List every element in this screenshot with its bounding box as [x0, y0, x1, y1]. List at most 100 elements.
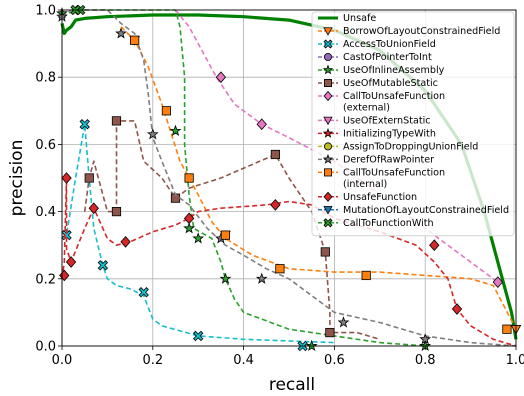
data-point-marker — [193, 330, 204, 342]
data-point-marker — [270, 199, 281, 211]
legend-item: CallToFunctionWith — [318, 218, 434, 229]
series-line — [120, 26, 517, 330]
data-point-marker — [120, 235, 131, 248]
series-11 — [130, 35, 512, 334]
data-point-marker — [323, 191, 333, 202]
data-point-marker — [161, 106, 172, 116]
y-tick-label: 0.2 — [35, 272, 56, 287]
data-point-marker — [183, 222, 196, 234]
data-point-marker — [270, 149, 280, 160]
data-point-marker — [138, 287, 149, 298]
data-point-marker — [322, 127, 334, 138]
data-point-marker — [323, 53, 332, 62]
y-axis-title: precision — [7, 140, 27, 217]
axes: 0.0 0.2 0.4 0.6 0.8 1.0 0.0 0.2 0.4 0.6 0.8 1.0 — [35, 4, 524, 369]
series-5 — [83, 116, 381, 341]
data-point-marker — [275, 264, 285, 274]
legend-label: AccessToUnionField — [343, 39, 436, 50]
data-point-marker — [115, 27, 127, 39]
legend-label: MutationOfLayoutConstrainedField — [343, 205, 509, 216]
legend-label: Unsafe — [343, 13, 376, 24]
data-point-marker — [146, 128, 159, 140]
x-tick-label: 0.0 — [52, 353, 73, 368]
data-point-marker — [215, 71, 227, 84]
series-line — [60, 13, 518, 340]
series-line — [174, 9, 499, 283]
legend-label: UseOfExternStatic — [343, 115, 431, 126]
legend-item: CallToUnsafeFunction(external) — [318, 90, 445, 113]
data-point-marker — [325, 327, 335, 338]
series-6 — [174, 9, 503, 289]
data-point-marker — [323, 39, 333, 49]
data-point-marker — [323, 90, 333, 102]
series-line — [61, 123, 335, 344]
data-point-marker — [419, 333, 432, 345]
data-point-marker — [361, 270, 371, 281]
legend-label: UseOfMutableStatic — [343, 78, 438, 89]
legend-label: UnsafeFunction — [343, 192, 417, 203]
series-0 — [60, 13, 518, 340]
x-axis-title: recall — [269, 375, 315, 395]
y-tick-label: 1.0 — [35, 4, 56, 19]
x-tick-label: 0.2 — [142, 353, 163, 368]
legend-item: CallToUnsafeFunction(internal) — [318, 167, 445, 190]
data-point-marker — [84, 173, 94, 183]
data-point-marker — [183, 212, 195, 225]
data-point-marker — [130, 35, 140, 45]
data-point-marker — [79, 119, 90, 130]
data-point-marker — [429, 239, 440, 252]
data-point-marker — [97, 260, 109, 271]
y-tick-label: 0.8 — [35, 71, 56, 86]
x-tick-label: 0.8 — [415, 353, 436, 368]
data-point-marker — [61, 172, 72, 184]
legend-label: UseOfInlineAssembly — [343, 65, 445, 76]
data-point-marker — [323, 142, 332, 151]
series-12 — [59, 172, 517, 347]
legend-label: (internal) — [343, 179, 387, 190]
legend-item: InitializingTypeWith — [318, 127, 436, 139]
data-point-marker — [256, 118, 267, 131]
data-point-marker — [184, 173, 194, 183]
series-line — [83, 120, 381, 341]
legend-label: CastOfPointerToInt — [343, 52, 432, 63]
data-point-marker — [323, 27, 333, 36]
data-point-marker — [323, 116, 333, 126]
legend-item: BorrowOfLayoutConstrainedField — [318, 26, 500, 37]
y-tick-label: 0.4 — [35, 205, 56, 220]
plot-frame — [61, 9, 517, 347]
legend-label: BorrowOfLayoutConstrainedField — [343, 26, 500, 37]
data-point-marker — [169, 124, 182, 136]
data-point-marker — [322, 153, 334, 164]
data-point-marker — [88, 202, 99, 215]
legend-item: UseOfMutableStatic — [318, 78, 438, 89]
data-point-marker — [323, 218, 333, 228]
x-tick-label: 0.4 — [233, 353, 254, 368]
data-point-marker — [322, 64, 334, 75]
x-tick-label: 1.0 — [506, 353, 524, 368]
legend-label: DerefOfRawPointer — [343, 154, 434, 165]
legend-item: UseOfExternStatic — [318, 115, 431, 126]
data-point-marker — [305, 339, 318, 352]
series-layer — [56, 4, 522, 352]
legend-item: MutationOfLayoutConstrainedField — [318, 205, 509, 216]
legend-item: CastOfPointerToInt — [318, 52, 432, 63]
data-point-marker — [192, 232, 205, 244]
data-point-marker — [220, 230, 231, 240]
data-point-marker — [111, 116, 122, 126]
data-point-marker — [323, 206, 333, 215]
series-line — [61, 177, 517, 347]
data-point-marker — [255, 272, 268, 284]
y-tick-label: 0.6 — [35, 138, 56, 153]
data-point-marker — [323, 168, 332, 177]
legend-label: InitializingTypeWith — [343, 128, 436, 139]
series-line — [61, 9, 517, 347]
data-point-marker — [492, 276, 503, 289]
data-point-marker — [219, 272, 232, 284]
legend-item: AssignToDroppingUnionField — [318, 141, 478, 152]
legend-label: (external) — [343, 102, 390, 113]
legend-label: AssignToDroppingUnionField — [343, 141, 478, 152]
data-point-marker — [323, 79, 332, 88]
data-point-marker — [320, 247, 330, 257]
x-tick-label: 0.6 — [324, 353, 345, 368]
